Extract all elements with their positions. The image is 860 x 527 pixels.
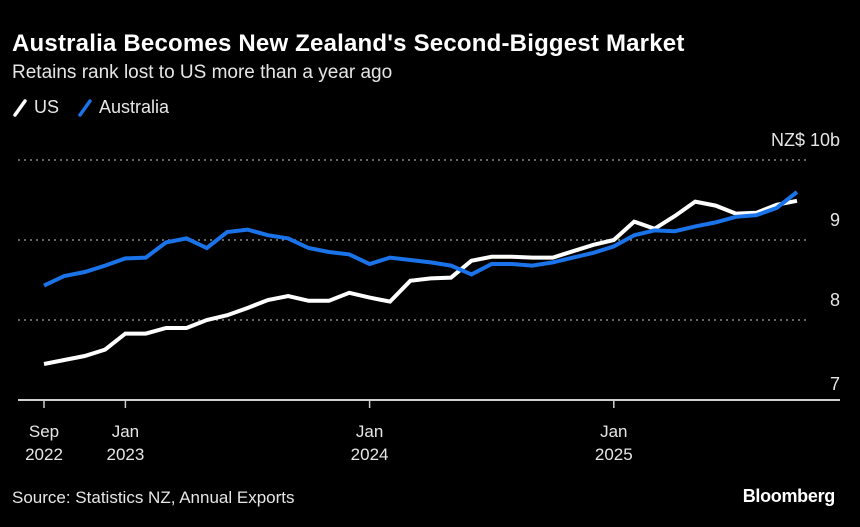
legend-label-us: US <box>34 97 60 117</box>
y-tick-label: 9 <box>830 210 840 230</box>
x-tick-label-month: Jan <box>356 422 383 441</box>
legend: US Australia <box>12 97 181 118</box>
x-tick-label-year: 2025 <box>595 445 633 464</box>
chart-title: Australia Becomes New Zealand's Second-B… <box>12 30 685 57</box>
x-tick-label-year: 2024 <box>351 445 389 464</box>
series-line-australia <box>43 190 799 288</box>
legend-item-us: US <box>12 97 59 118</box>
gridlines <box>18 159 810 321</box>
series-line-us <box>43 198 798 366</box>
y-axis-labels: 7 8 9 NZ$ 10b <box>771 130 840 394</box>
legend-swatch-australia <box>78 98 92 117</box>
x-tick-label-month: Sep <box>29 422 59 441</box>
series-lines <box>43 190 799 366</box>
x-tick-label-month: Jan <box>112 422 139 441</box>
chart-subtitle: Retains rank lost to US more than a year… <box>12 62 393 83</box>
legend-label-australia: Australia <box>99 97 170 117</box>
x-tick-label-month: Jan <box>600 422 627 441</box>
legend-swatch-us <box>13 98 27 117</box>
legend-item-australia: Australia <box>77 97 169 118</box>
y-tick-label: NZ$ 10b <box>771 130 840 150</box>
x-tick-label-year: 2023 <box>106 445 144 464</box>
bloomberg-logo: Bloomberg <box>742 486 836 506</box>
x-tick-label-year: 2022 <box>25 445 63 464</box>
y-tick-label: 8 <box>830 290 840 310</box>
x-axis: Sep 2022 Jan 2023 Jan 2024 Jan 2025 <box>18 399 840 464</box>
source-note: Source: Statistics NZ, Annual Exports <box>12 488 295 507</box>
y-tick-label: 7 <box>830 374 840 394</box>
